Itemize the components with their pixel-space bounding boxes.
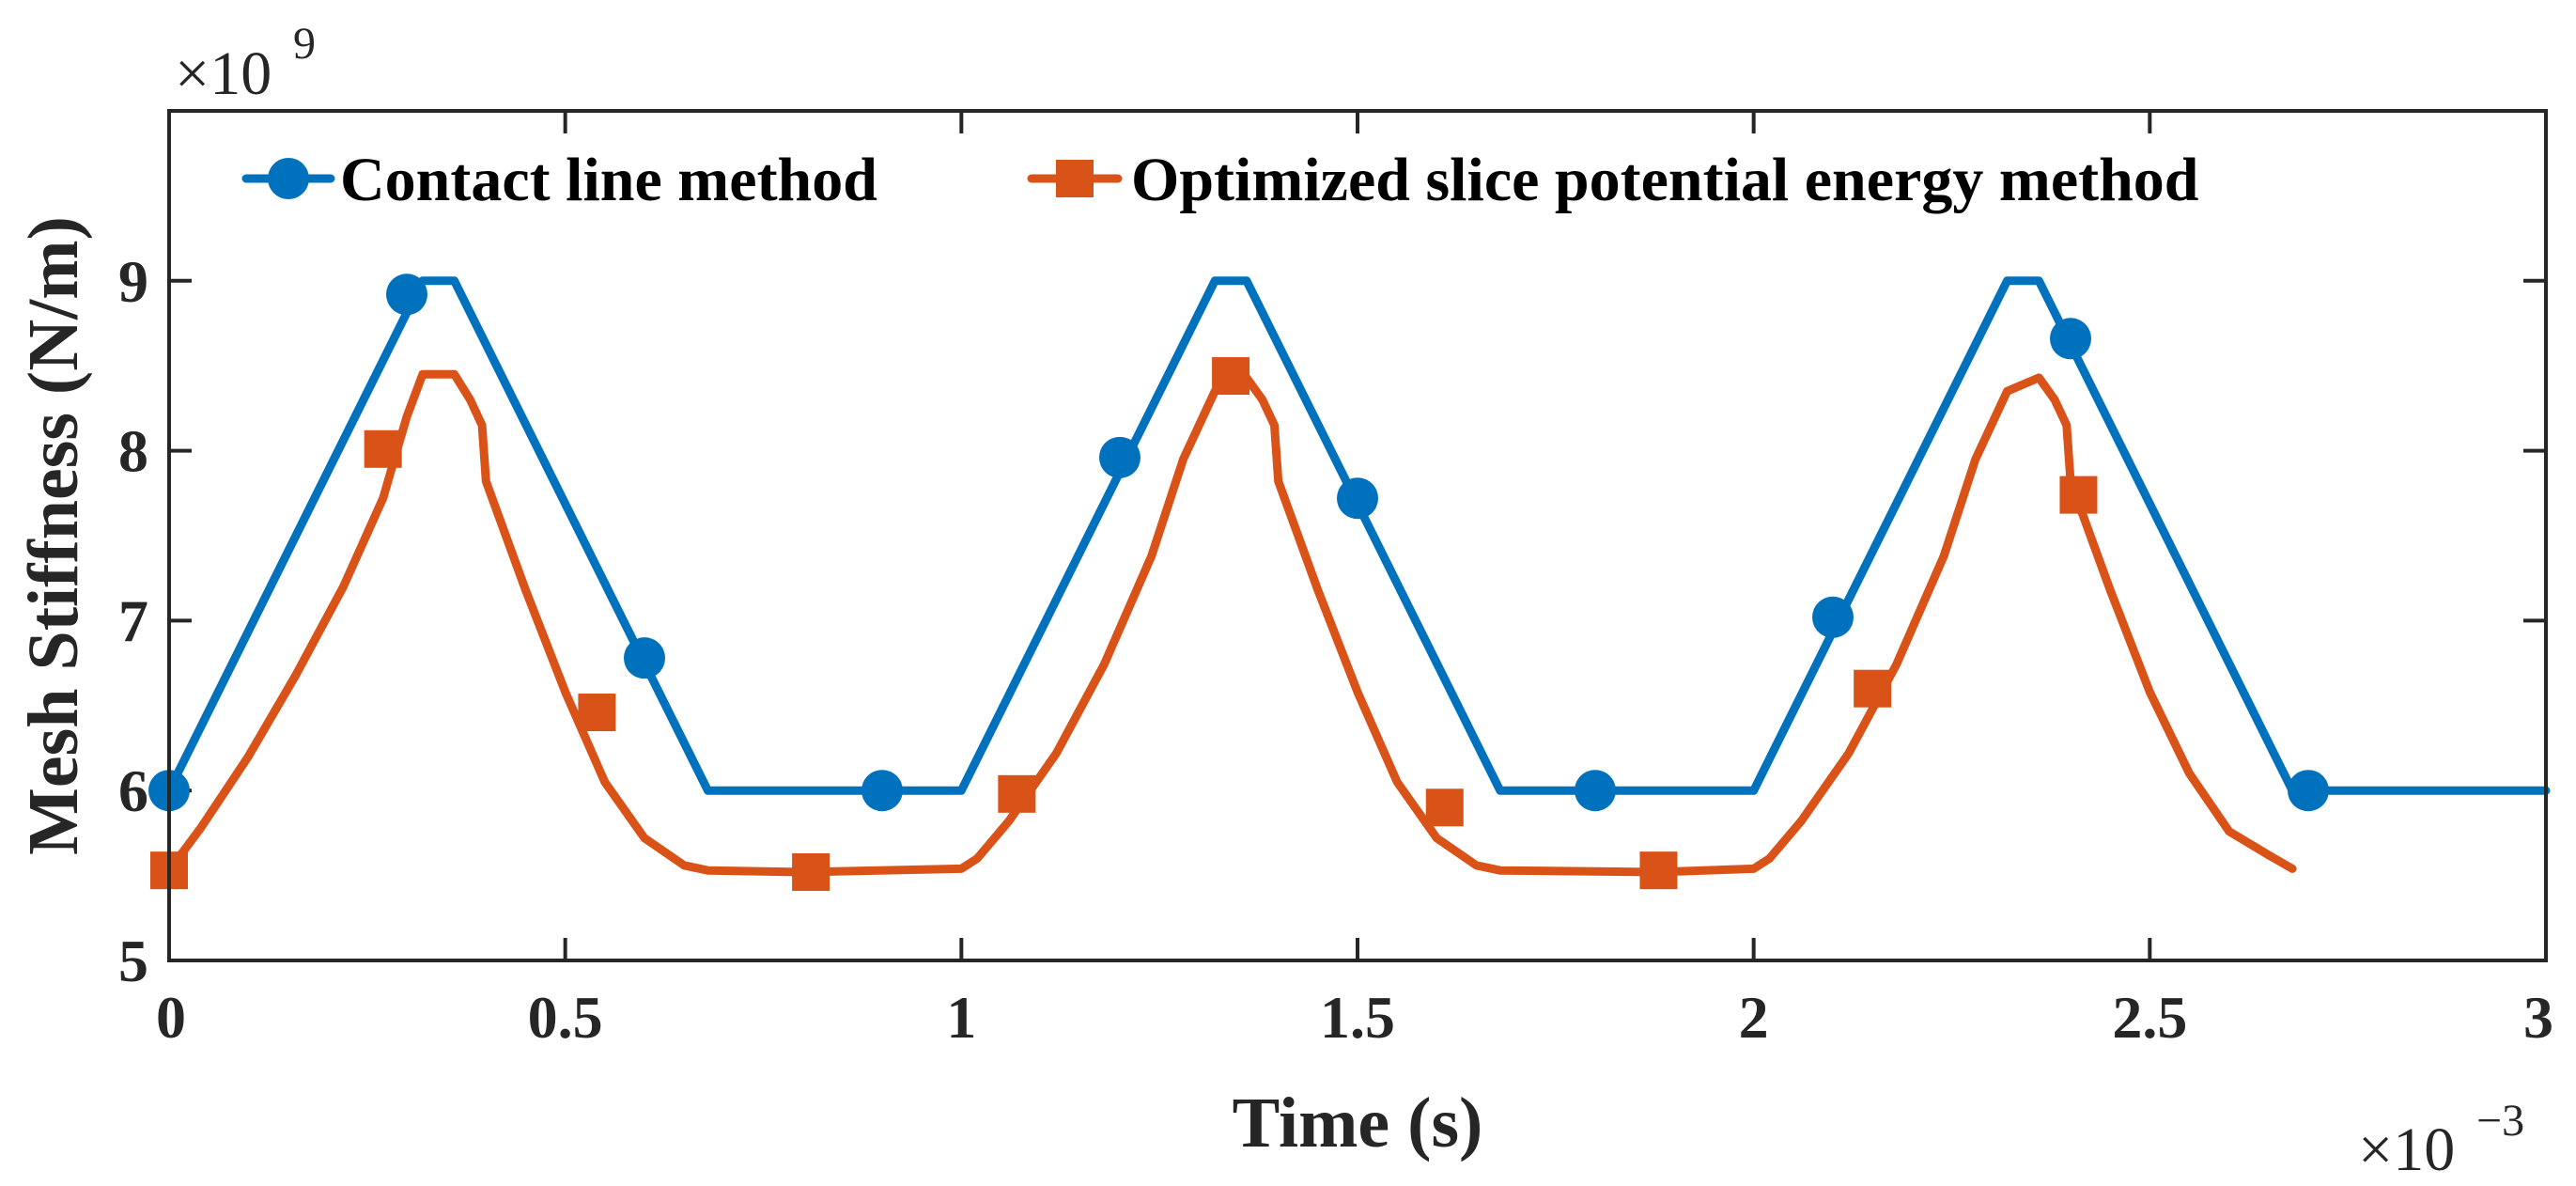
legend-label-optimized-slice: Optimized slice potential energy method xyxy=(1131,146,2199,214)
legend-label-contact-line: Contact line method xyxy=(340,146,877,214)
x-tick-label: 3 xyxy=(2523,984,2553,1051)
data-point-contact-line xyxy=(2288,770,2329,812)
data-point-contact-line xyxy=(1575,770,1616,812)
y-axis-exponent: ×10 9 xyxy=(175,19,316,108)
y-tick-label: 8 xyxy=(118,418,148,485)
x-tick-label: 0.5 xyxy=(528,984,603,1051)
data-point-optimized-slice xyxy=(1639,851,1678,890)
axis-ticks: 0 0.5 1 1.5 2 2.5 3 5 6 7 8 9 xyxy=(118,111,2553,1051)
data-point-optimized-slice xyxy=(1425,788,1464,827)
legend-marker-contact-line xyxy=(268,158,309,199)
x-exponent-value: −3 xyxy=(2476,1096,2524,1146)
data-point-optimized-slice xyxy=(1212,357,1250,396)
y-exponent-prefix: ×10 xyxy=(175,39,272,108)
y-tick-label: 9 xyxy=(118,248,148,315)
data-point-optimized-slice xyxy=(2059,476,2098,514)
data-point-optimized-slice xyxy=(578,694,616,732)
legend: Contact line method Optimized slice pote… xyxy=(241,146,2199,214)
data-point-contact-line xyxy=(861,770,903,812)
y-tick-label: 7 xyxy=(118,587,148,654)
data-point-contact-line xyxy=(386,273,427,316)
data-point-contact-line xyxy=(1812,596,1854,638)
y-axis-label: Mesh Stiffness (N/m) xyxy=(14,216,93,855)
data-point-contact-line xyxy=(1337,477,1378,520)
x-tick-label: 1 xyxy=(946,984,976,1051)
series-line-contact-line xyxy=(164,276,2551,795)
x-tick-label: 2.5 xyxy=(2112,984,2187,1051)
y-tick-label: 5 xyxy=(118,928,148,994)
series-layer xyxy=(148,273,2551,891)
x-axis-exponent: ×10 −3 xyxy=(2358,1096,2524,1184)
x-exponent-prefix: ×10 xyxy=(2358,1116,2455,1184)
x-axis-label: Time (s) xyxy=(1233,1084,1483,1163)
axes-frame xyxy=(167,109,2548,962)
legend-marker-optimized-slice xyxy=(1056,160,1094,197)
x-tick-label: 2 xyxy=(1739,984,1769,1051)
y-tick-label: 6 xyxy=(118,757,148,824)
data-point-contact-line xyxy=(1099,436,1141,478)
x-tick-label: 1.5 xyxy=(1320,984,1395,1051)
data-point-contact-line xyxy=(2050,318,2091,360)
data-point-optimized-slice xyxy=(998,774,1036,813)
series-line-optimized-slice xyxy=(164,369,2297,877)
data-point-optimized-slice xyxy=(792,852,830,891)
data-point-contact-line xyxy=(624,637,665,679)
data-point-optimized-slice xyxy=(364,429,402,468)
y-exponent-value: 9 xyxy=(293,19,316,69)
data-point-optimized-slice xyxy=(1854,669,1892,708)
x-tick-label: 0 xyxy=(156,984,186,1051)
